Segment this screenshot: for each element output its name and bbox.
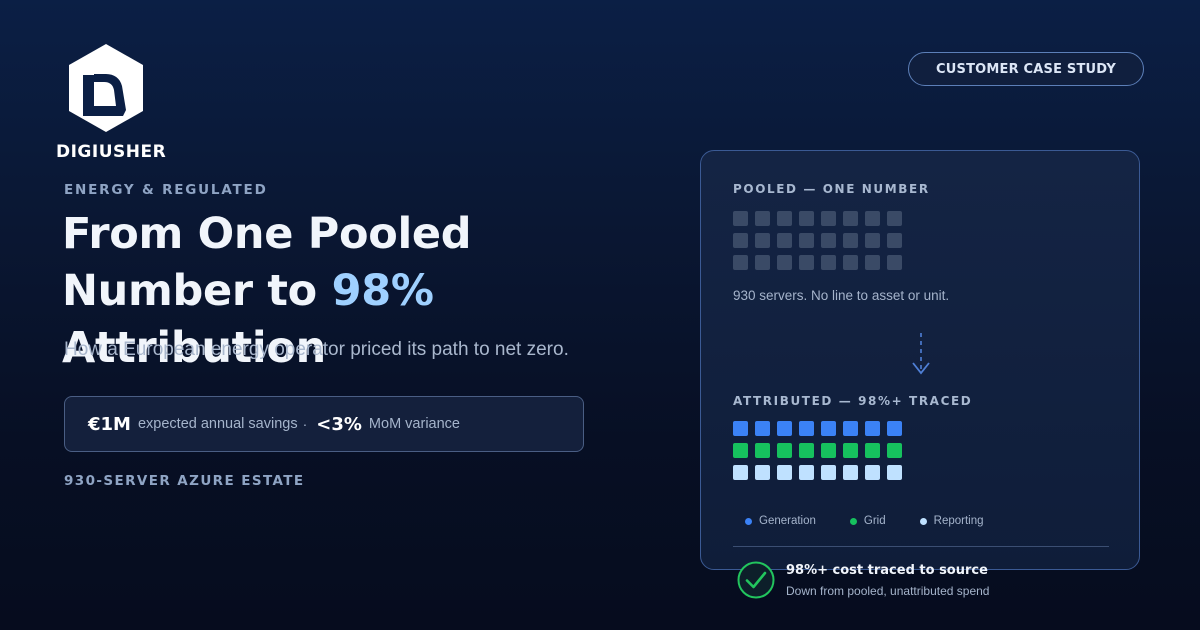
pooled-server-cell bbox=[821, 255, 836, 270]
result-subtitle: Down from pooled, unattributed spend bbox=[786, 584, 990, 598]
pooled-server-cell bbox=[777, 211, 792, 226]
logo-wordmark: DIGIUSHER bbox=[56, 142, 167, 162]
pooled-server-cell bbox=[865, 233, 880, 248]
stats-separator: · bbox=[302, 416, 308, 432]
pooled-server-cell bbox=[733, 233, 748, 248]
result-title: 98%+ cost traced to source bbox=[786, 563, 988, 578]
attributed-server-cell bbox=[777, 465, 792, 480]
attributed-heading: ATTRIBUTED — 98%+ TRACED bbox=[733, 394, 973, 408]
stats-summary: €1M expected annual savings · <3% MoM va… bbox=[64, 396, 584, 452]
pooled-server-cell bbox=[887, 211, 902, 226]
attributed-server-cell bbox=[821, 443, 836, 458]
savings-label: expected annual savings bbox=[137, 416, 298, 432]
attributed-server-cell bbox=[733, 421, 748, 436]
attributed-server-cell bbox=[887, 421, 902, 436]
attributed-server-cell bbox=[755, 465, 770, 480]
pooled-server-cell bbox=[799, 255, 814, 270]
attributed-server-cell bbox=[799, 443, 814, 458]
savings-value: €1M bbox=[88, 413, 131, 435]
legend-item: Grid bbox=[849, 515, 886, 527]
brand-logo: DIGIUSHER bbox=[54, 42, 166, 162]
headline-line-2-prefix: Number to bbox=[62, 266, 332, 316]
pooled-server-cell bbox=[865, 211, 880, 226]
panel-divider bbox=[733, 546, 1109, 547]
attributed-server-cell bbox=[755, 421, 770, 436]
pooled-server-cell bbox=[733, 255, 748, 270]
pooled-heading: POOLED — ONE NUMBER bbox=[733, 182, 930, 196]
estate-label: 930-SERVER AZURE ESTATE bbox=[64, 473, 305, 489]
legend-label: Grid bbox=[863, 515, 886, 527]
attributed-server-cell bbox=[887, 443, 902, 458]
attributed-server-cell bbox=[887, 465, 902, 480]
attributed-server-cell bbox=[755, 443, 770, 458]
pooled-server-cell bbox=[733, 211, 748, 226]
dashed-arrow-down-icon bbox=[912, 333, 930, 375]
pooled-server-cell bbox=[755, 255, 770, 270]
pooled-server-cell bbox=[843, 233, 858, 248]
attribution-legend: Generation Grid Reporting bbox=[745, 514, 984, 528]
legend-label: Reporting bbox=[933, 515, 984, 527]
result-callout: 98%+ cost traced to source Down from poo… bbox=[736, 560, 1076, 602]
attributed-server-cell bbox=[865, 443, 880, 458]
pooled-server-cell bbox=[843, 255, 858, 270]
pooled-server-cell bbox=[821, 233, 836, 248]
pooled-server-cell bbox=[843, 211, 858, 226]
attributed-server-cell bbox=[843, 465, 858, 480]
pooled-note: 930 servers. No line to asset or unit. bbox=[733, 288, 950, 303]
attributed-server-cell bbox=[777, 443, 792, 458]
attributed-server-cell bbox=[843, 421, 858, 436]
pooled-server-cell bbox=[799, 211, 814, 226]
attributed-server-cell bbox=[799, 465, 814, 480]
variance-value: <3% bbox=[316, 413, 362, 435]
legend-item: Generation bbox=[745, 515, 816, 527]
headline-accent: 98% bbox=[331, 266, 434, 316]
legend-dot-icon bbox=[849, 517, 857, 525]
pooled-server-grid bbox=[733, 211, 913, 270]
digiusher-logo-icon bbox=[69, 44, 143, 132]
attributed-server-cell bbox=[821, 465, 836, 480]
pooled-server-cell bbox=[755, 211, 770, 226]
legend-dot-icon bbox=[919, 517, 927, 525]
pooled-server-cell bbox=[887, 255, 902, 270]
attributed-server-cell bbox=[843, 443, 858, 458]
case-study-badge: CUSTOMER CASE STUDY bbox=[908, 52, 1144, 86]
pooled-server-cell bbox=[865, 255, 880, 270]
legend-item: Reporting bbox=[919, 515, 984, 527]
headline-line-2-suffix: Attribution bbox=[62, 323, 326, 373]
pooled-server-cell bbox=[887, 233, 902, 248]
attributed-server-cell bbox=[733, 443, 748, 458]
pooled-server-cell bbox=[777, 233, 792, 248]
pooled-server-cell bbox=[799, 233, 814, 248]
variance-label: MoM variance bbox=[368, 416, 460, 432]
pooled-server-cell bbox=[755, 233, 770, 248]
attributed-server-cell bbox=[821, 421, 836, 436]
attributed-server-cell bbox=[865, 421, 880, 436]
attributed-server-cell bbox=[777, 421, 792, 436]
legend-dot-icon bbox=[745, 517, 752, 525]
pooled-server-cell bbox=[821, 211, 836, 226]
legend-label: Generation bbox=[759, 515, 816, 527]
page-subtitle: How a European energy operator priced it… bbox=[64, 339, 569, 360]
check-circle-icon bbox=[737, 561, 775, 599]
headline-line-1: From One Pooled bbox=[62, 209, 472, 259]
attributed-server-cell bbox=[865, 465, 880, 480]
attribution-panel: POOLED — ONE NUMBER 930 servers. No line… bbox=[700, 150, 1140, 570]
attributed-server-grid bbox=[733, 421, 913, 480]
industry-eyebrow: ENERGY & REGULATED bbox=[64, 182, 268, 198]
attributed-server-cell bbox=[733, 465, 748, 480]
pooled-server-cell bbox=[777, 255, 792, 270]
page-title: From One Pooled Number to 98% Attributio… bbox=[62, 206, 702, 377]
attributed-server-cell bbox=[799, 421, 814, 436]
